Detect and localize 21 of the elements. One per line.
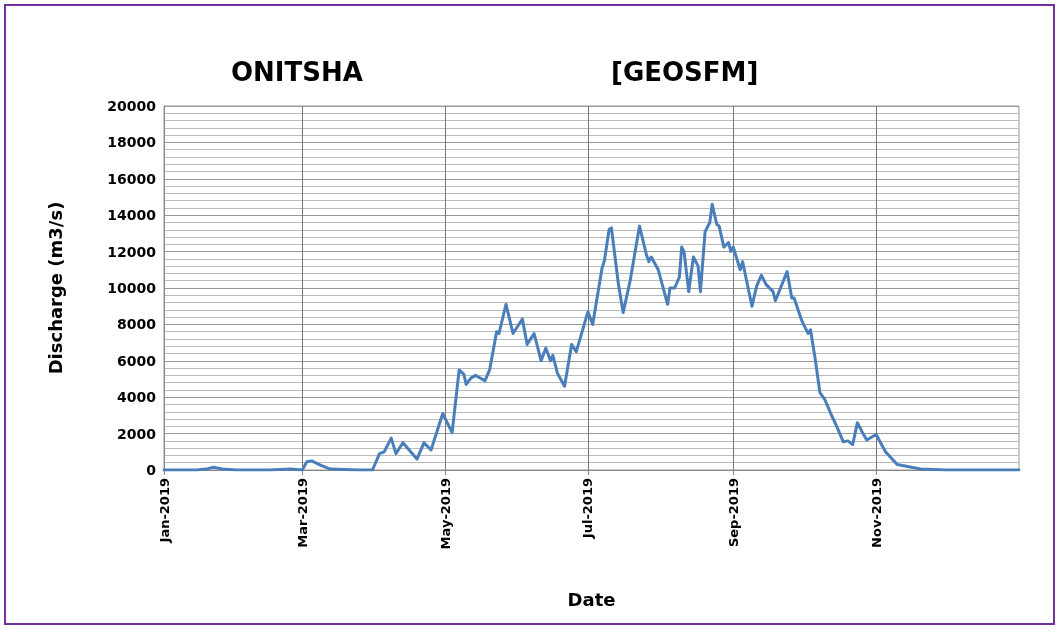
x-tick-label: May-2019 (437, 478, 453, 550)
y-tick-label: 16000 (107, 170, 157, 187)
y-tick-label: 20000 (107, 98, 157, 114)
x-tick-label: Mar-2019 (294, 478, 310, 548)
y-tick-label: 6000 (117, 352, 157, 369)
x-tick-label: Nov-2019 (868, 478, 884, 548)
x-axis-title: Date (567, 588, 616, 610)
y-tick-label: 10000 (107, 280, 157, 296)
y-tick-label: 18000 (107, 134, 157, 151)
y-tick-label: 12000 (107, 243, 157, 260)
y-axis-title: Discharge (m3/s) (44, 201, 66, 375)
x-tick-label: Jul-2019 (580, 478, 596, 540)
x-tick-label: Sep-2019 (725, 478, 741, 548)
y-tick-label: 8000 (117, 316, 157, 333)
y-tick-label: 2000 (117, 425, 157, 442)
x-tick-label: Jan-2019 (156, 478, 172, 544)
y-tick-label: 0 (146, 462, 157, 478)
chart-subtitle: [GEOSFM] (611, 57, 759, 87)
y-tick-label: 4000 (117, 389, 157, 406)
chart-title: ONITSHA (231, 57, 363, 87)
y-tick-label: 14000 (107, 207, 157, 224)
